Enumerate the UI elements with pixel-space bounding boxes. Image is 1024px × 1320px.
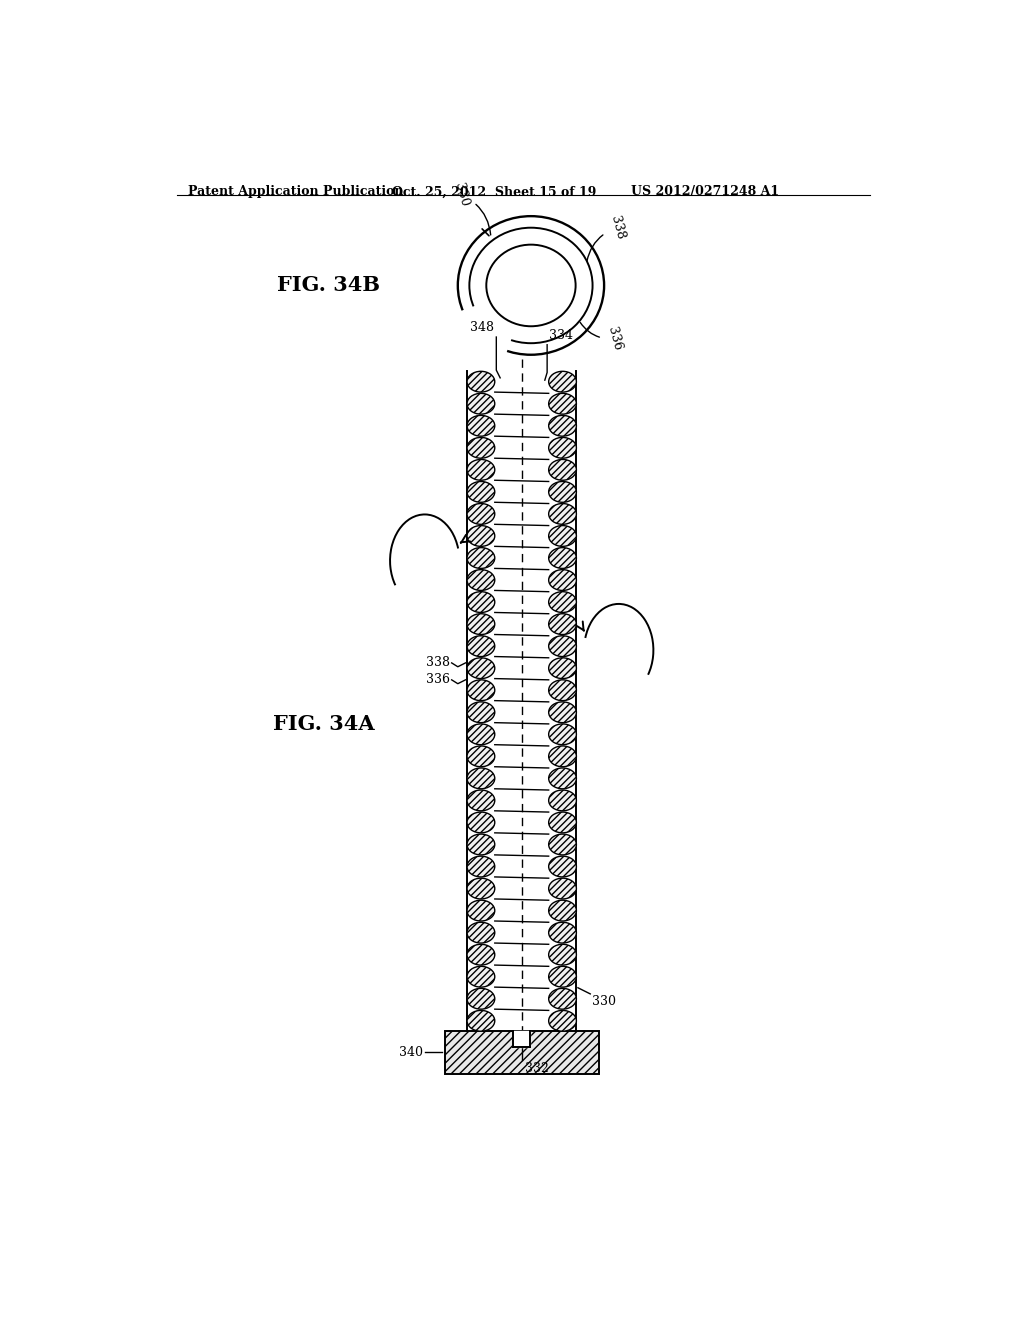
Ellipse shape <box>467 1010 495 1031</box>
Ellipse shape <box>467 791 495 810</box>
Ellipse shape <box>549 416 577 436</box>
Ellipse shape <box>549 503 577 524</box>
Ellipse shape <box>549 834 577 855</box>
Ellipse shape <box>549 657 577 678</box>
Ellipse shape <box>467 900 495 921</box>
Ellipse shape <box>467 657 495 678</box>
Ellipse shape <box>549 812 577 833</box>
Ellipse shape <box>549 768 577 789</box>
Ellipse shape <box>467 614 495 635</box>
Ellipse shape <box>467 503 495 524</box>
Ellipse shape <box>549 548 577 569</box>
Ellipse shape <box>549 680 577 701</box>
Text: 334: 334 <box>550 329 573 342</box>
Ellipse shape <box>549 989 577 1010</box>
Text: 340: 340 <box>399 1045 423 1059</box>
Ellipse shape <box>467 393 495 414</box>
Ellipse shape <box>467 966 495 987</box>
Ellipse shape <box>467 570 495 590</box>
Ellipse shape <box>467 437 495 458</box>
Ellipse shape <box>549 702 577 722</box>
Text: Oct. 25, 2012  Sheet 15 of 19: Oct. 25, 2012 Sheet 15 of 19 <box>392 185 597 198</box>
Text: 338: 338 <box>426 656 451 669</box>
Ellipse shape <box>549 570 577 590</box>
Ellipse shape <box>549 878 577 899</box>
Ellipse shape <box>549 482 577 503</box>
Ellipse shape <box>549 900 577 921</box>
Ellipse shape <box>467 636 495 656</box>
Ellipse shape <box>549 791 577 810</box>
Ellipse shape <box>467 834 495 855</box>
Ellipse shape <box>467 482 495 503</box>
Ellipse shape <box>467 459 495 480</box>
Ellipse shape <box>549 525 577 546</box>
Text: 330: 330 <box>592 995 615 1008</box>
Ellipse shape <box>467 989 495 1010</box>
Ellipse shape <box>549 966 577 987</box>
Text: 348: 348 <box>470 321 494 334</box>
Ellipse shape <box>467 416 495 436</box>
Ellipse shape <box>467 702 495 722</box>
Text: Patent Application Publication: Patent Application Publication <box>188 185 403 198</box>
Polygon shape <box>513 1031 530 1047</box>
Ellipse shape <box>549 371 577 392</box>
Ellipse shape <box>549 614 577 635</box>
Ellipse shape <box>549 459 577 480</box>
Ellipse shape <box>467 371 495 392</box>
Ellipse shape <box>549 857 577 876</box>
Ellipse shape <box>467 548 495 569</box>
Ellipse shape <box>467 680 495 701</box>
Ellipse shape <box>467 812 495 833</box>
Text: FIG. 34A: FIG. 34A <box>273 714 375 734</box>
Ellipse shape <box>549 636 577 656</box>
Ellipse shape <box>549 723 577 744</box>
Ellipse shape <box>467 878 495 899</box>
Ellipse shape <box>467 591 495 612</box>
Text: 330: 330 <box>453 182 490 235</box>
Text: 336: 336 <box>581 322 624 352</box>
Text: 332: 332 <box>524 1063 549 1074</box>
Ellipse shape <box>549 923 577 942</box>
Ellipse shape <box>467 944 495 965</box>
Ellipse shape <box>549 437 577 458</box>
Ellipse shape <box>467 768 495 789</box>
Text: US 2012/0271248 A1: US 2012/0271248 A1 <box>631 185 779 198</box>
Text: 338: 338 <box>587 214 627 261</box>
Ellipse shape <box>549 746 577 767</box>
Ellipse shape <box>467 857 495 876</box>
Ellipse shape <box>549 1010 577 1031</box>
Ellipse shape <box>549 944 577 965</box>
Text: 336: 336 <box>426 673 451 686</box>
Ellipse shape <box>467 525 495 546</box>
Ellipse shape <box>467 746 495 767</box>
Bar <box>444 1031 599 1073</box>
Ellipse shape <box>549 393 577 414</box>
Ellipse shape <box>467 723 495 744</box>
Ellipse shape <box>467 923 495 942</box>
Ellipse shape <box>549 591 577 612</box>
Text: FIG. 34B: FIG. 34B <box>276 276 380 296</box>
